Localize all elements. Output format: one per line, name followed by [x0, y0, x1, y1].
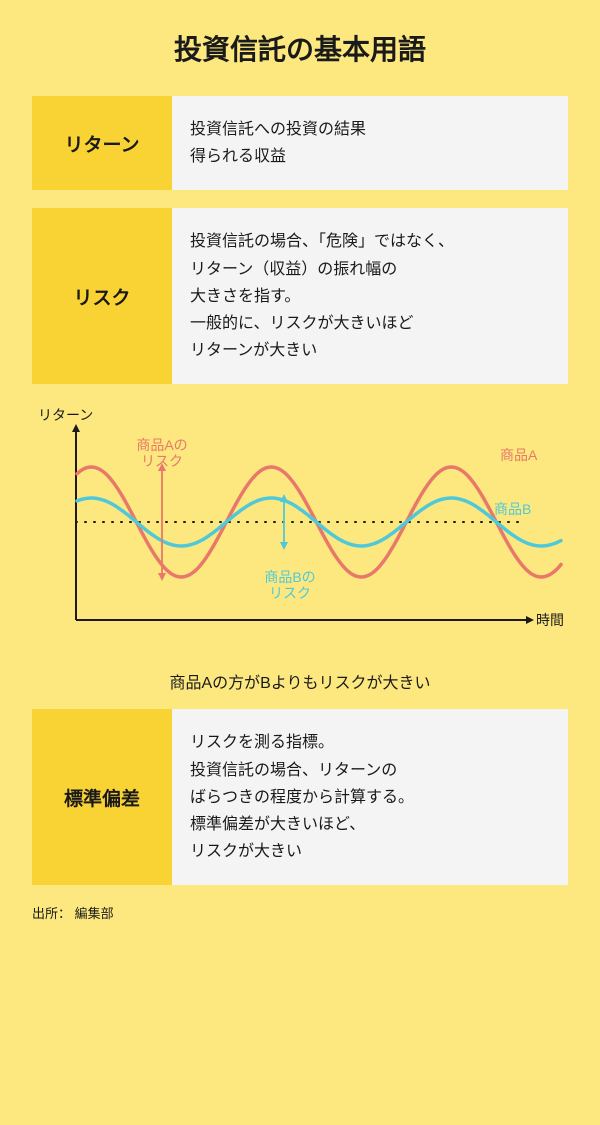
term-body-stddev: リスクを測る指標。投資信託の場合、リターンのばらつきの程度から計算する。標準偏差…	[172, 709, 568, 885]
term-row-return: リターン 投資信託への投資の結果得られる収益	[32, 96, 568, 190]
term-body-risk: 投資信託の場合、「危険」ではなく、リターン（収益）の振れ幅の大きさを指す。一般的…	[172, 208, 568, 384]
risk-chart: リターン時間商品A商品B商品Aのリスク商品Bのリスク	[32, 402, 568, 667]
term-body-return: 投資信託への投資の結果得られる収益	[172, 96, 568, 190]
svg-text:リスク: リスク	[141, 453, 183, 469]
svg-text:商品A: 商品A	[500, 447, 538, 463]
chart-svg: リターン時間商品A商品B商品Aのリスク商品Bのリスク	[32, 402, 566, 662]
term-row-stddev: 標準偏差 リスクを測る指標。投資信託の場合、リターンのばらつきの程度から計算する…	[32, 709, 568, 885]
source-text: 出所： 編集部	[32, 903, 568, 922]
svg-text:リターン: リターン	[38, 407, 93, 423]
term-row-risk: リスク 投資信託の場合、「危険」ではなく、リターン（収益）の振れ幅の大きさを指す…	[32, 208, 568, 384]
svg-text:商品Aの: 商品Aの	[136, 437, 187, 453]
chart-caption: 商品Aの方がBよりもリスクが大きい	[32, 669, 568, 693]
svg-text:リスク: リスク	[269, 585, 311, 601]
page: 投資信託の基本用語 リターン 投資信託への投資の結果得られる収益 リスク 投資信…	[0, 0, 600, 1125]
term-label-return: リターン	[32, 96, 172, 190]
svg-text:商品Bの: 商品Bの	[264, 569, 315, 585]
term-label-stddev: 標準偏差	[32, 709, 172, 885]
term-label-risk: リスク	[32, 208, 172, 384]
svg-text:時間: 時間	[536, 612, 564, 628]
page-title: 投資信託の基本用語	[32, 28, 568, 68]
svg-text:商品B: 商品B	[494, 501, 531, 517]
